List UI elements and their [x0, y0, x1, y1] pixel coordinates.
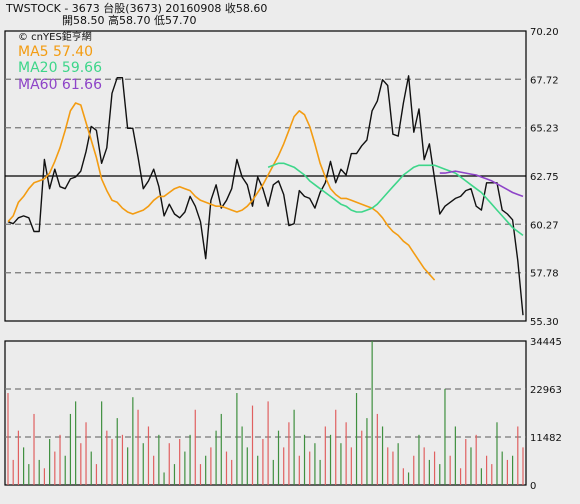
price-tick-label: 60.27 [530, 220, 559, 231]
volume-tick-label: 22963 [530, 385, 562, 396]
price-tick-label: 62.75 [530, 172, 559, 183]
legend-ma20: MA20 59.66 [18, 60, 102, 76]
volume-grid [5, 388, 526, 438]
price-grid [5, 78, 526, 274]
volume-bars [7, 341, 524, 485]
volume-tick-label: 34445 [530, 337, 562, 348]
volume-axis: 34445 22963 11482 0 [530, 337, 562, 492]
volume-tick-label: 11482 [530, 433, 562, 444]
watermark: © cnYES鉅亨網 [18, 30, 92, 43]
price-tick-label: 70.20 [530, 27, 559, 38]
volume-panel [4, 340, 527, 486]
price-tick-label: 55.30 [530, 317, 559, 328]
chart-title: TWSTOCK - 3673 台股(3673) 20160908 收58.60 [5, 1, 267, 15]
volume-tick-label: 0 [530, 481, 536, 492]
price-axis: 70.20 67.72 65.23 62.75 60.27 57.78 55.30 [530, 27, 559, 328]
legend-ma60: MA60 61.66 [18, 77, 102, 93]
price-series [7, 75, 524, 316]
legend-ma5: MA5 57.40 [18, 44, 93, 60]
price-tick-label: 65.23 [530, 124, 559, 135]
price-line [7, 75, 524, 316]
ohl-values: 開58.50 高58.70 低57.70 [62, 13, 196, 27]
price-tick-label: 67.72 [530, 75, 559, 86]
ma20-line [267, 162, 524, 237]
ma60-line [439, 170, 524, 198]
price-tick-label: 57.78 [530, 269, 559, 280]
ma5-line [7, 102, 436, 281]
